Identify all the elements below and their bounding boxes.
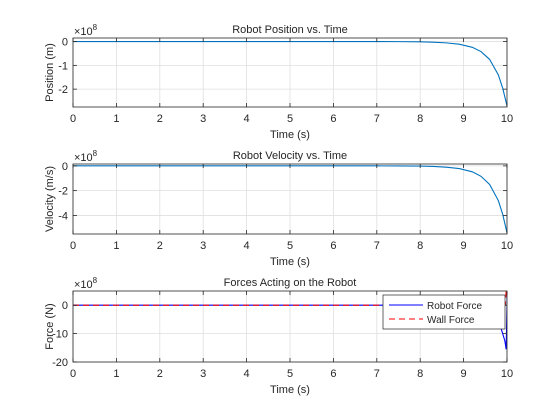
chart-2-x-tick-label: 9 <box>461 240 467 252</box>
chart-2-y-tick-label: -2 <box>58 186 68 198</box>
chart-2-y-exponent-label: ×108 <box>74 149 98 164</box>
chart-1-x-tick-label: 6 <box>330 113 336 125</box>
chart-3-x-tick-label: 8 <box>417 368 423 380</box>
chart-2-x-tick-label: 3 <box>200 240 206 252</box>
chart-2-x-tick-label: 6 <box>330 240 336 252</box>
chart-3: 0 1 2 3 4 5 6 7 8 9 10 0 -10 -20 ×108 Forces Acting on … <box>44 276 513 396</box>
chart-2-x-tick-label: 10 <box>501 240 513 252</box>
chart-2-x-tick-label: 0 <box>70 240 76 252</box>
chart-2-x-tick-label: 4 <box>244 240 250 252</box>
chart-3-y-tick-label: 0 <box>62 300 68 312</box>
chart-3-legend-box <box>382 294 506 330</box>
chart-3-x-tick-label: 1 <box>113 368 119 380</box>
chart-2-title: Robot Velocity vs. Time <box>233 150 347 162</box>
chart-3-legend-label: Wall Force <box>427 315 475 326</box>
chart-1-x-axis-label: Time (s) <box>270 129 310 141</box>
chart-3-x-tick-label: 0 <box>70 368 76 380</box>
chart-1-series-1-line <box>73 41 507 106</box>
chart-3-title: Forces Acting on the Robot <box>224 277 357 289</box>
chart-2-x-axis-label: Time (s) <box>270 256 310 268</box>
chart-2-x-tick-label: 5 <box>287 240 293 252</box>
chart-3-x-axis-label: Time (s) <box>270 384 310 396</box>
chart-3-x-tick-label: 5 <box>287 368 293 380</box>
chart-1-y-axis-label: Position (m) <box>44 43 56 102</box>
chart-3-legend: Robot Force Wall Force <box>382 294 506 330</box>
chart-1-x-tick-label: 8 <box>417 113 423 125</box>
chart-3-legend-label: Robot Force <box>427 301 482 312</box>
chart-3-x-tick-label: 7 <box>374 368 380 380</box>
chart-2-x-tick-label: 1 <box>113 240 119 252</box>
chart-3-x-tick-label: 3 <box>200 368 206 380</box>
chart-2-x-tick-label: 7 <box>374 240 380 252</box>
chart-1-x-tick-label: 9 <box>461 113 467 125</box>
chart-3-y-exponent-power: 8 <box>93 276 98 285</box>
chart-2-y-tick-label: 0 <box>62 161 68 173</box>
chart-1-x-tick-label: 0 <box>70 113 76 125</box>
chart-1-y-exponent-label: ×108 <box>74 23 98 38</box>
chart-1-x-tick-label: 3 <box>200 113 206 125</box>
chart-1-x-tick-label: 7 <box>374 113 380 125</box>
chart-2-y-exponent-power: 8 <box>93 149 98 158</box>
chart-3-y-exponent-label: ×108 <box>74 276 98 291</box>
chart-3-y-tick-label: -10 <box>52 329 68 341</box>
chart-3-y-tick-label: -20 <box>52 357 68 369</box>
chart-1-y-tick-label: -2 <box>58 84 68 96</box>
chart-1: 0 1 2 3 4 5 6 7 8 9 10 0 -1 -2 ×108 Robot Position vs. … <box>44 23 513 141</box>
charts: 0 1 2 3 4 5 6 7 8 9 100-1-2×108 Robot Position vs. … <box>44 23 513 396</box>
chart-2-x-tick-label: 2 <box>157 240 163 252</box>
chart-2-y-axis-label: Velocity (m/s) <box>44 166 56 232</box>
chart-3-x-tick-label: 10 <box>501 368 513 380</box>
chart-3-x-tick-label: 6 <box>330 368 336 380</box>
chart-2-series-1-line <box>73 165 507 233</box>
chart-1-x-tick-label: 1 <box>113 113 119 125</box>
chart-3-y-axis-label: Force (N) <box>44 303 56 349</box>
chart-3-x-tick-label: 2 <box>157 368 163 380</box>
chart-1-title: Robot Position vs. Time <box>232 24 348 36</box>
chart-3-x-tick-label: 9 <box>461 368 467 380</box>
chart-1-y-tick-label: 0 <box>62 37 68 49</box>
chart-2-x-tick-label: 8 <box>417 240 423 252</box>
chart-2: 0 1 2 3 4 5 6 7 8 9 10 0 -2 -4 ×108 Robot Velocity vs. … <box>44 149 513 268</box>
chart-1-x-tick-label: 4 <box>244 113 250 125</box>
chart-1-x-tick-label: 5 <box>287 113 293 125</box>
chart-1-y-exponent-power: 8 <box>93 23 98 32</box>
chart-1-x-tick-label: 2 <box>157 113 163 125</box>
chart-1-y-tick-label: -1 <box>58 60 68 72</box>
chart-1-x-tick-label: 10 <box>501 113 513 125</box>
chart-3-x-tick-label: 4 <box>244 368 250 380</box>
chart-2-y-tick-label: -4 <box>58 210 68 222</box>
